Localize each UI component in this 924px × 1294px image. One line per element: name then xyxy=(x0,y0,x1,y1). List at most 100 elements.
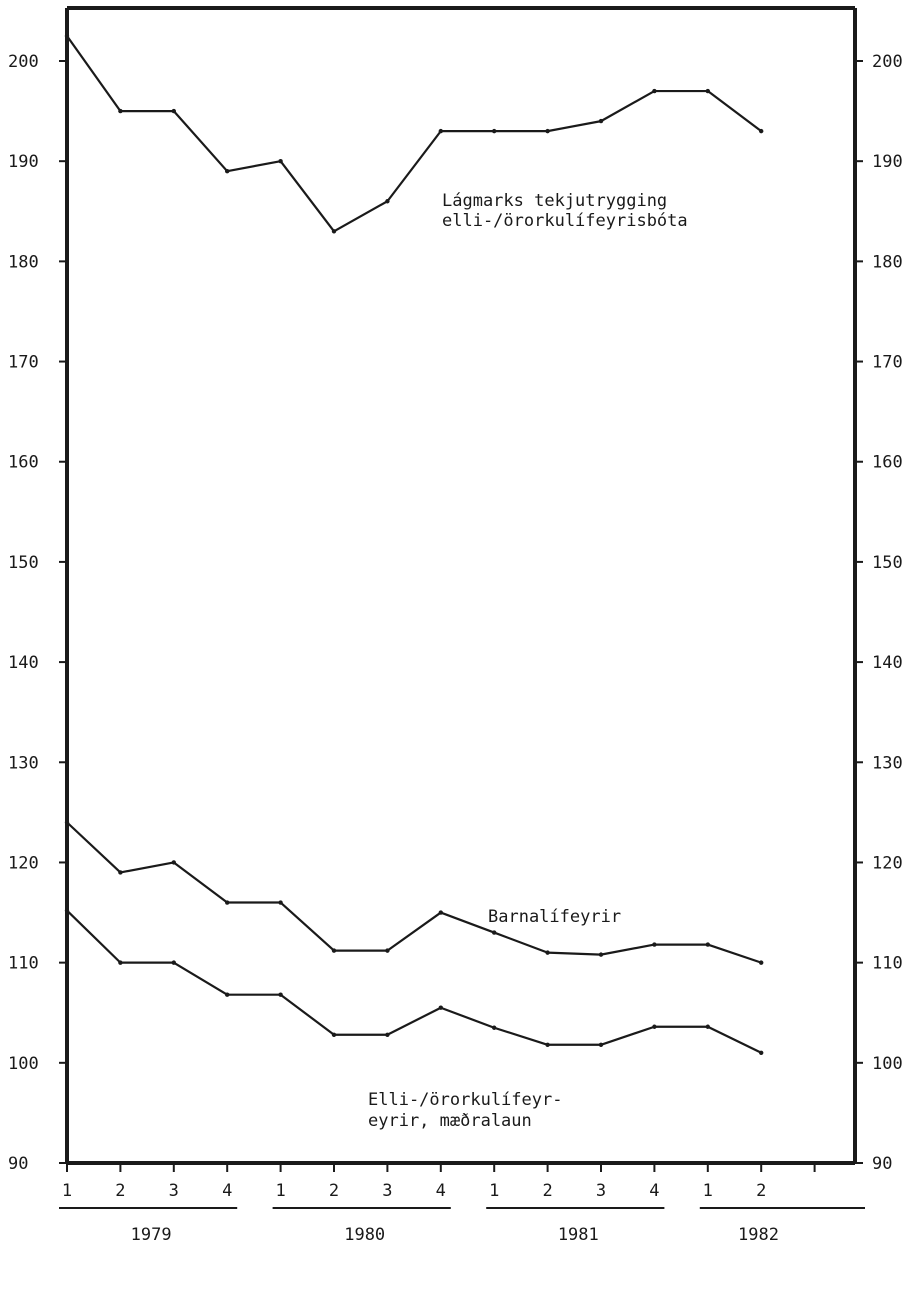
left-y-tick-label: 180 xyxy=(8,252,39,272)
x-tick-label-quarter: 3 xyxy=(169,1181,179,1201)
right-y-tick-label: 100 xyxy=(872,1054,903,1074)
annotation-line-2: elli-/örorkulífeyrisbóta xyxy=(442,211,688,231)
right-y-tick-label: 150 xyxy=(872,553,903,573)
left-y-tick-label: 100 xyxy=(8,1054,39,1074)
series-2-point xyxy=(759,960,764,965)
series-2-point xyxy=(64,820,70,825)
right-y-tick-label: 140 xyxy=(872,653,903,673)
x-tick-label-quarter: 1 xyxy=(703,1181,713,1201)
series-3-point xyxy=(438,1005,443,1010)
right-y-tick-label: 190 xyxy=(872,152,903,172)
annotation-minimum-income-guarantee: Lágmarks tekjutrygging elli-/örorkulífey… xyxy=(442,191,688,231)
right-y-tick-label: 130 xyxy=(872,753,903,773)
series-1-point xyxy=(278,158,283,164)
right-y-tick-label: 90 xyxy=(872,1154,892,1174)
series-2-point xyxy=(171,860,176,865)
series-1-point xyxy=(545,128,550,134)
right-y-tick-label: 110 xyxy=(872,954,903,974)
series-2-point xyxy=(545,950,550,955)
series-2-point xyxy=(331,948,337,953)
right-y-tick-label: 120 xyxy=(872,853,903,873)
series-1-point xyxy=(118,108,123,114)
x-tick-label-quarter: 4 xyxy=(222,1181,232,1201)
series-2-point xyxy=(225,900,230,905)
series-3-point xyxy=(225,992,230,997)
x-tick-label-quarter: 1 xyxy=(62,1181,72,1201)
year-label: 1981 xyxy=(558,1225,599,1245)
series-1-point xyxy=(759,128,764,134)
x-tick-label-quarter: 2 xyxy=(756,1181,766,1201)
left-y-tick-label: 150 xyxy=(8,553,39,573)
right-y-tick-label: 200 xyxy=(872,52,903,72)
annotation-old-age-pension: Elli-/örorkulífeyr- eyrir, mæðralaun xyxy=(368,1090,573,1131)
plot-frame xyxy=(65,6,857,1165)
x-tick-label-quarter: 2 xyxy=(115,1181,125,1201)
series-2-point xyxy=(438,910,443,915)
series-1-point xyxy=(438,128,443,134)
right-y-axis-ticks: 90 100 110 120 130 140 150 160 170 180 190 200 xyxy=(855,52,903,1174)
left-y-tick-label: 120 xyxy=(8,853,39,873)
left-y-tick-label: 190 xyxy=(8,152,39,172)
year-label: 1980 xyxy=(344,1225,385,1245)
right-y-tick-label: 160 xyxy=(872,453,903,473)
series-line-1 xyxy=(66,35,762,233)
left-y-tick-label: 140 xyxy=(8,653,39,673)
x-tick-label-quarter: 4 xyxy=(436,1181,446,1201)
series-layer xyxy=(64,33,764,1056)
series-3-point xyxy=(171,960,176,965)
annotation-line-1: Elli-/örorkulífeyr- xyxy=(368,1090,562,1110)
annotation-line-2: eyrir, mæðralaun xyxy=(368,1111,532,1131)
series-3-point xyxy=(331,1032,337,1037)
series-1-point xyxy=(652,88,657,94)
series-2-point xyxy=(278,900,283,905)
series-3-point xyxy=(545,1042,550,1047)
series-1-point xyxy=(705,88,710,94)
series-line-3 xyxy=(66,909,762,1054)
series-1-point xyxy=(64,33,70,39)
series-2-point xyxy=(705,942,710,947)
left-y-tick-label: 160 xyxy=(8,453,39,473)
right-y-tick-label: 180 xyxy=(872,252,903,272)
series-3-point xyxy=(652,1024,657,1029)
series-2-point xyxy=(385,948,390,953)
series-1-point xyxy=(225,169,230,174)
left-y-tick-label: 200 xyxy=(8,52,39,72)
series-3-point xyxy=(492,1025,497,1030)
series-1-point xyxy=(171,108,176,114)
left-y-tick-label: 170 xyxy=(8,353,39,373)
series-3-point xyxy=(705,1024,710,1029)
x-tick-label-quarter: 2 xyxy=(542,1181,552,1201)
x-tick-label-quarter: 3 xyxy=(382,1181,392,1201)
series-3-point xyxy=(598,1042,604,1047)
x-tick-label-quarter: 4 xyxy=(649,1181,659,1201)
x-tick-label-quarter: 1 xyxy=(489,1181,499,1201)
x-tick-label-quarter: 3 xyxy=(596,1181,606,1201)
x-tick-label-quarter: 2 xyxy=(329,1181,339,1201)
x-tick-label-quarter: 1 xyxy=(275,1181,285,1201)
year-label: 1982 xyxy=(738,1225,779,1245)
x-axis-year-groups: 1979 1980 1981 1982 xyxy=(59,1207,865,1245)
right-y-tick-label: 170 xyxy=(872,353,903,373)
left-y-axis-ticks: 90 100 110 120 130 140 150 160 170 180 190 200 xyxy=(8,52,67,1174)
left-y-tick-label: 130 xyxy=(8,753,39,773)
annotation-line-1: Barnalífeyrir xyxy=(488,907,621,927)
series-2-point xyxy=(118,870,123,875)
left-y-tick-label: 90 xyxy=(8,1154,28,1174)
series-3-point xyxy=(385,1032,390,1037)
series-1-point xyxy=(385,199,390,204)
series-2-point xyxy=(492,930,497,935)
series-3-point xyxy=(759,1050,764,1056)
series-1-point xyxy=(492,128,497,134)
left-y-tick-label: 110 xyxy=(8,954,39,974)
series-2-point xyxy=(598,952,604,957)
series-2-point xyxy=(652,942,657,947)
series-line-2 xyxy=(66,821,762,964)
annotation-line-1: Lágmarks tekjutrygging xyxy=(442,191,667,211)
series-3-point xyxy=(278,992,283,997)
x-axis-ticks: 1 2 3 4 1 2 3 4 1 2 3 4 1 2 xyxy=(62,1163,816,1201)
series-3-point xyxy=(64,908,70,913)
series-1-point xyxy=(598,118,604,124)
series-3-point xyxy=(118,960,123,965)
series-1-point xyxy=(331,229,337,234)
